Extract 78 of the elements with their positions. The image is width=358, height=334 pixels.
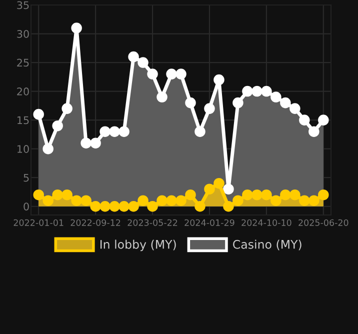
point: [308, 195, 320, 206]
point: [252, 189, 262, 200]
point: [261, 86, 272, 97]
point: [80, 138, 92, 148]
point: [290, 189, 300, 200]
point: [299, 195, 310, 206]
point: [166, 68, 177, 80]
y-tick-label: 25: [17, 58, 29, 67]
point: [80, 195, 92, 206]
x-tick-label: 2022-01-01: [14, 219, 64, 226]
point: [138, 195, 148, 206]
point: [232, 97, 244, 108]
point: [71, 195, 82, 206]
point: [33, 108, 44, 120]
y-tick-label: 5: [24, 174, 29, 182]
point: [52, 120, 63, 132]
x-tick-label: 2024-01-29: [184, 219, 234, 226]
point: [147, 68, 158, 80]
point: [290, 103, 300, 114]
point: [166, 195, 177, 206]
point: [242, 86, 253, 97]
point: [90, 200, 101, 212]
point: [42, 195, 54, 206]
point: [71, 22, 82, 34]
y-tick-label: 10: [18, 145, 29, 153]
point: [204, 103, 215, 114]
point: [176, 68, 186, 80]
point: [204, 184, 215, 194]
point: [194, 126, 206, 137]
point: [52, 189, 63, 200]
point: [299, 114, 310, 126]
point: [214, 74, 224, 86]
point: [252, 86, 262, 97]
point: [100, 126, 110, 137]
point: [118, 126, 130, 137]
point: [270, 92, 282, 102]
point: [280, 189, 291, 200]
point: [318, 114, 329, 126]
x-tick-label: 2025-06-20: [298, 219, 348, 226]
point: [90, 138, 101, 148]
point: [62, 189, 72, 200]
point: [156, 92, 168, 102]
point: [156, 195, 168, 206]
point: [109, 200, 120, 212]
point: [280, 97, 291, 108]
point: [270, 195, 282, 206]
point: [194, 200, 206, 212]
point: [128, 51, 139, 62]
point: [33, 189, 44, 200]
point: [62, 103, 72, 114]
point: [223, 200, 234, 212]
legend-label: In lobby (MY): [100, 240, 176, 252]
y-tick-label: 20: [17, 88, 29, 96]
point: [185, 97, 196, 108]
point: [242, 189, 253, 200]
y-tick-label: 0: [24, 202, 29, 210]
point: [118, 200, 130, 212]
point: [100, 200, 110, 212]
point: [261, 189, 272, 200]
point: [185, 189, 196, 200]
point: [176, 195, 186, 206]
point: [128, 200, 139, 212]
y-tick-label: 30: [17, 30, 29, 38]
point: [308, 126, 320, 137]
point: [42, 143, 54, 154]
x-tick-label: 2022-09-12: [70, 219, 120, 226]
point: [223, 184, 234, 194]
point: [138, 57, 148, 68]
point: [109, 126, 120, 137]
point: [232, 195, 244, 206]
x-tick-label: 2023-05-22: [128, 219, 178, 226]
point: [318, 189, 329, 200]
y-tick-label: 35: [17, 1, 29, 10]
point: [147, 200, 158, 212]
y-tick-label: 15: [18, 116, 29, 124]
legend-label: Casino (MY): [233, 240, 302, 250]
x-tick-label: 2024-10-10: [242, 219, 292, 226]
point: [214, 178, 224, 189]
